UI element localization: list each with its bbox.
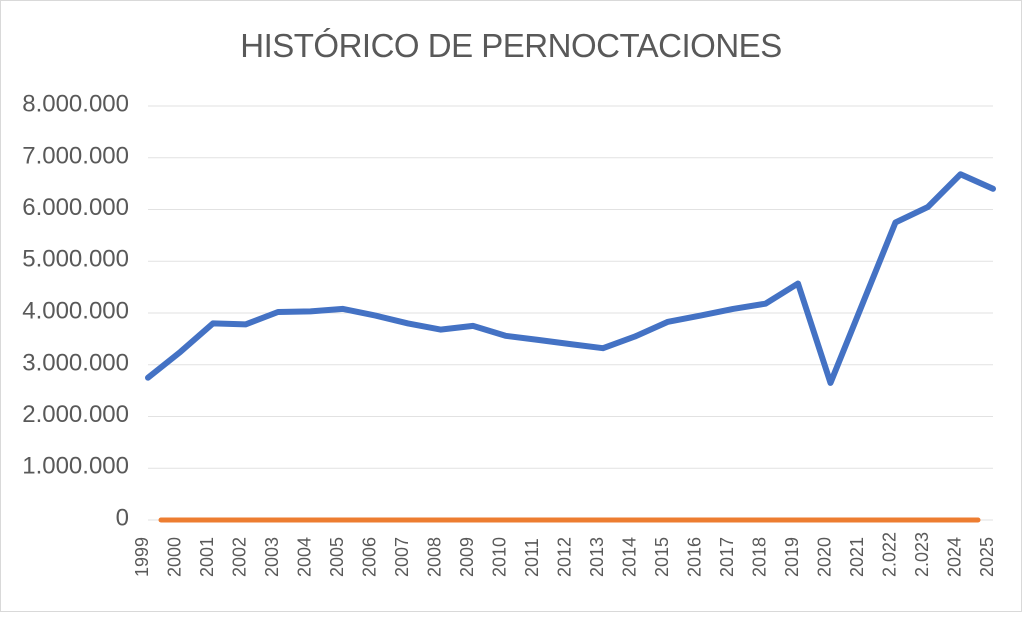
svg-text:2004: 2004: [295, 537, 315, 577]
svg-text:2009: 2009: [457, 537, 477, 577]
svg-text:2025: 2025: [977, 537, 997, 577]
svg-text:2002: 2002: [230, 537, 250, 577]
svg-text:2008: 2008: [425, 537, 445, 577]
svg-text:7.000.000: 7.000.000: [22, 142, 129, 169]
svg-text:2007: 2007: [392, 537, 412, 577]
svg-text:2011: 2011: [522, 538, 542, 577]
svg-text:2017: 2017: [717, 537, 737, 577]
svg-text:1.000.000: 1.000.000: [22, 453, 129, 480]
svg-text:2014: 2014: [620, 537, 640, 577]
svg-text:6.000.000: 6.000.000: [22, 194, 129, 221]
svg-text:4.000.000: 4.000.000: [22, 298, 129, 325]
svg-text:2.022: 2.022: [880, 532, 900, 577]
svg-text:2024: 2024: [945, 537, 965, 577]
svg-text:2020: 2020: [815, 537, 835, 577]
svg-text:2001: 2001: [197, 537, 217, 577]
svg-text:5.000.000: 5.000.000: [22, 246, 129, 273]
svg-text:2.000.000: 2.000.000: [22, 401, 129, 428]
svg-text:2019: 2019: [782, 537, 802, 577]
svg-text:2015: 2015: [652, 537, 672, 577]
svg-text:0: 0: [116, 505, 129, 532]
svg-text:1999: 1999: [132, 537, 152, 577]
svg-text:2000: 2000: [165, 537, 185, 577]
svg-text:2.023: 2.023: [912, 532, 932, 577]
svg-text:2021: 2021: [847, 537, 867, 577]
svg-text:2005: 2005: [327, 537, 347, 577]
svg-text:2010: 2010: [490, 537, 510, 577]
svg-text:2006: 2006: [360, 537, 380, 577]
svg-text:2013: 2013: [587, 537, 607, 577]
svg-text:2003: 2003: [262, 537, 282, 577]
svg-text:2018: 2018: [750, 537, 770, 577]
svg-text:3.000.000: 3.000.000: [22, 349, 129, 376]
svg-text:2012: 2012: [555, 537, 575, 577]
svg-text:8.000.000: 8.000.000: [22, 91, 129, 118]
svg-text:2016: 2016: [685, 537, 705, 577]
